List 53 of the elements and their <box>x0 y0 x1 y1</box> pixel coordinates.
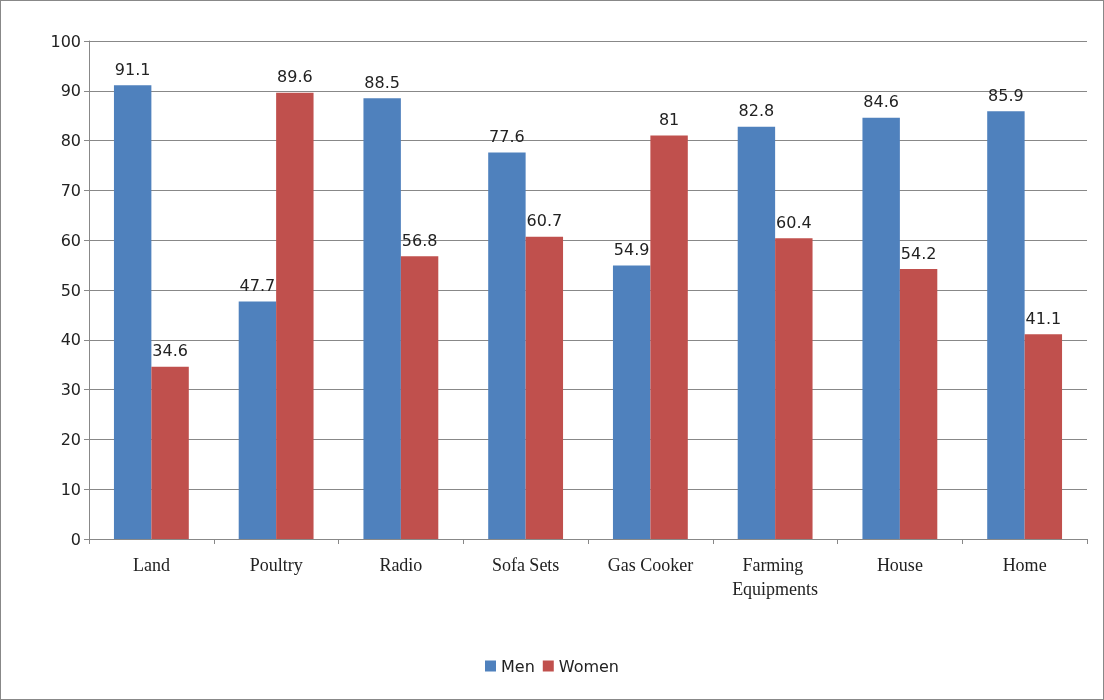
data-label: 82.8 <box>738 101 775 121</box>
bar <box>862 117 900 539</box>
bar <box>363 98 401 539</box>
data-label: 91.1 <box>114 59 151 79</box>
bar <box>1024 334 1063 539</box>
legend-label: Men <box>500 656 535 676</box>
data-label: 60.4 <box>776 212 812 232</box>
y-tick-label: 50 <box>60 280 81 300</box>
bar <box>612 265 651 539</box>
data-label: 34.6 <box>152 341 188 361</box>
data-label: 88.5 <box>364 72 400 92</box>
bar <box>276 92 314 539</box>
bar <box>650 135 688 539</box>
x-tick-label: Farming Equipments <box>732 555 819 599</box>
bar <box>238 301 277 539</box>
bar <box>987 111 1025 539</box>
data-label: 85.9 <box>988 85 1024 105</box>
data-label: 81 <box>658 110 680 130</box>
bar <box>151 366 189 539</box>
y-tick-label: 100 <box>50 31 81 51</box>
bar <box>737 126 776 539</box>
legend-label: Women <box>558 656 620 676</box>
data-label: 89.6 <box>277 67 313 87</box>
data-label: 60.7 <box>526 211 563 231</box>
x-tick-label: House <box>876 555 923 575</box>
y-tick-label: 10 <box>60 479 81 499</box>
y-tick-label: 70 <box>60 180 81 200</box>
data-label: 54.9 <box>613 240 650 260</box>
y-tick-label: 20 <box>60 429 81 449</box>
data-label: 56.8 <box>401 230 438 250</box>
data-label: 47.7 <box>239 275 276 295</box>
bar <box>899 269 938 539</box>
x-tick-label: Radio <box>379 555 423 575</box>
y-tick-label: 0 <box>70 529 81 549</box>
data-label: 41.1 <box>1025 308 1062 328</box>
bar <box>525 236 564 539</box>
x-tick-label: Home <box>1002 555 1047 575</box>
data-label: 77.6 <box>489 127 525 147</box>
bar <box>113 85 152 539</box>
data-label: 84.6 <box>863 92 899 112</box>
bar <box>400 256 439 539</box>
data-label: 54.2 <box>900 243 937 263</box>
y-tick-label: 90 <box>60 81 81 101</box>
x-tick-label: Poultry <box>249 555 303 575</box>
y-tick-label: 60 <box>60 230 81 250</box>
bar <box>775 238 813 539</box>
x-tick-label: Sofa Sets <box>491 555 560 575</box>
x-tick-label: Gas Cooker <box>607 555 694 575</box>
x-tick-label: Land <box>132 555 170 575</box>
y-tick-label: 30 <box>60 380 81 400</box>
y-tick-label: 80 <box>60 131 81 151</box>
bar <box>488 152 526 539</box>
y-tick-label: 40 <box>60 330 81 350</box>
